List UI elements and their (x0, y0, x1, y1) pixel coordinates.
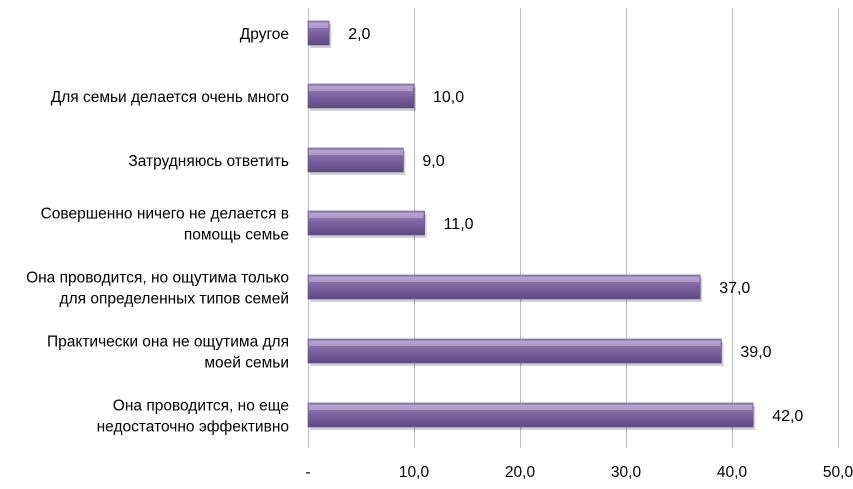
category-label: Совершенно ничего не делается в (41, 206, 289, 223)
bar (307, 210, 425, 236)
bar (307, 274, 701, 300)
x-tick-label: 20,0 (505, 464, 536, 481)
bar-highlight (309, 405, 753, 410)
label-layer: - 10,0 20,0 30,0 40,0 50,0 2,0 Другое 10,0 Для се… (26, 26, 853, 481)
bar-layer (307, 20, 756, 430)
data-label: 37,0 (719, 280, 750, 297)
category-label: помощь семье (184, 227, 289, 244)
bar-highlight (309, 341, 721, 346)
data-label: 11,0 (444, 216, 474, 233)
bar (307, 20, 330, 46)
category-label: Затрудняюсь ответить (128, 153, 289, 170)
bar (307, 338, 722, 364)
category-label: для определенных типов семей (60, 291, 289, 308)
grid-layer (308, 8, 839, 448)
bar-highlight (309, 150, 403, 155)
category-label: моей семьи (204, 355, 289, 372)
x-tick-label: 50,0 (823, 464, 853, 481)
category-label: Другое (240, 26, 289, 43)
x-tick-label: 30,0 (611, 464, 642, 481)
data-label: 42,0 (772, 408, 803, 425)
category-label: Практически она не ощутима для (47, 334, 289, 351)
bar-highlight (309, 213, 424, 218)
category-label: Для семьи делается очень много (51, 89, 289, 106)
bar-highlight (309, 23, 329, 28)
x-tick-label: 40,0 (717, 464, 748, 481)
x-tick-label: 10,0 (399, 464, 430, 481)
category-label: Она проводится, но ощутима только (26, 270, 289, 287)
category-label: Она проводится, но еще (113, 398, 289, 415)
x-tick-label: - (305, 464, 310, 481)
bar (307, 402, 754, 428)
bar-highlight (309, 86, 413, 91)
bar (307, 83, 415, 109)
data-label: 10,0 (433, 89, 464, 106)
bar (307, 147, 404, 173)
data-label: 39,0 (740, 344, 771, 361)
data-label: 2,0 (348, 26, 370, 43)
category-label: недостаточно эффективно (97, 419, 289, 436)
data-label: 9,0 (422, 153, 444, 170)
bar-highlight (309, 277, 700, 282)
